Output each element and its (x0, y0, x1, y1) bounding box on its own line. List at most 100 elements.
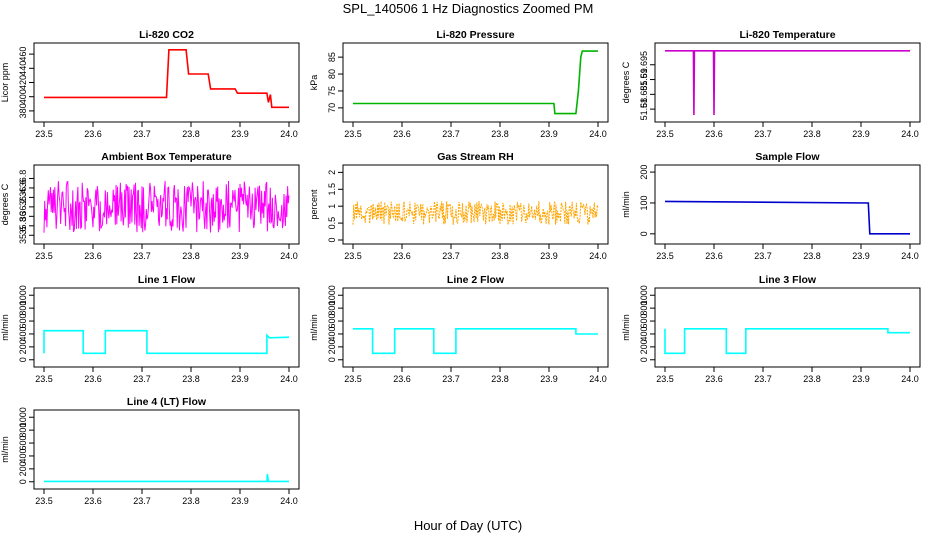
x-tick-label: 23.5 (656, 374, 674, 384)
y-tick-label: 51.68 (639, 98, 649, 121)
chart-title: Line 3 Flow (759, 274, 817, 286)
plot-frame (33, 164, 300, 245)
x-tick-label: 23.7 (133, 129, 151, 139)
chart-panel: Li-820 CO2 23.5 23.6 23.7 23.8 23.9 24.0 380400… (0, 29, 300, 139)
x-tick-label: 24.0 (280, 251, 298, 261)
chart-panel: Li-820 Temperature 23.5 23.6 23.7 23.8 23.9 24… (621, 29, 921, 139)
chart-title: Sample Flow (755, 151, 820, 163)
y-tick-label: 0 (327, 237, 337, 242)
y-tick-label: 380 (18, 103, 28, 118)
y-tick-label: 800 (639, 301, 649, 316)
x-tick-label: 23.5 (35, 374, 53, 384)
x-tick-label: 23.8 (182, 251, 200, 261)
data-series-line (353, 327, 598, 355)
chart-title: Li-820 Temperature (739, 29, 835, 41)
y-tick-label: 200 (18, 339, 28, 354)
y-tick-label: 51.685 (639, 81, 649, 109)
data-series-line (665, 49, 910, 116)
y-tick-label: 100 (639, 195, 649, 210)
plot-frame (33, 409, 300, 490)
x-tick-label: 23.5 (35, 129, 53, 139)
y-tick-label: 0 (639, 231, 649, 236)
x-tick-label: 23.9 (540, 251, 558, 261)
y-tick-label: 80 (327, 69, 337, 79)
x-tick-label: 24.0 (280, 374, 298, 384)
x-tick-label: 23.7 (754, 374, 772, 384)
x-tick-label: 23.8 (182, 496, 200, 506)
x-tick-label: 24.0 (589, 129, 607, 139)
x-tick-label: 23.9 (540, 129, 558, 139)
y-tick-label: 51.695 (639, 51, 649, 79)
y-tick-label: 36.6 (18, 179, 28, 197)
y-tick-label: 1000 (18, 285, 28, 305)
y-tick-label: 200 (327, 339, 337, 354)
plot-frame (654, 164, 921, 245)
plot-frame (33, 287, 300, 368)
data-series-line (352, 201, 599, 225)
chart-title: Line 1 Flow (138, 274, 196, 286)
y-tick-label: 800 (18, 423, 28, 438)
y-tick-label: 400 (639, 326, 649, 341)
chart-panel: Line 4 (LT) Flow 23.5 23.6 23.7 23.8 23.9 24.0… (0, 396, 300, 506)
y-tick-label: 400 (327, 326, 337, 341)
x-tick-label: 23.9 (852, 374, 870, 384)
chart-title: Li-820 Pressure (436, 29, 514, 41)
y-tick-label: 1000 (327, 285, 337, 305)
x-tick-label: 23.5 (344, 251, 362, 261)
data-series-line (353, 50, 598, 115)
x-tick-label: 23.7 (754, 251, 772, 261)
x-tick-label: 23.5 (656, 129, 674, 139)
x-tick-label: 24.0 (589, 374, 607, 384)
y-tick-label: 75 (327, 86, 337, 96)
y-axis-label: degrees C (0, 183, 10, 225)
y-tick-label: 51.69 (639, 68, 649, 91)
y-tick-label: 400 (18, 326, 28, 341)
y-tick-label: 85 (327, 52, 337, 62)
y-tick-label: 200 (639, 165, 649, 180)
chart-title: Ambient Box Temperature (101, 151, 232, 163)
x-tick-label: 23.7 (133, 496, 151, 506)
chart-panel: Line 1 Flow 23.5 23.6 23.7 23.8 23.9 24.0 0 2004… (0, 274, 300, 384)
y-tick-label: 0 (327, 357, 337, 362)
y-tick-label: 400 (18, 89, 28, 104)
figure-title: SPL_140506 1 Hz Diagnostics Zoomed PM (342, 1, 594, 16)
x-tick-label: 23.8 (182, 129, 200, 139)
x-tick-label: 23.9 (852, 251, 870, 261)
x-tick-label: 23.8 (803, 251, 821, 261)
y-tick-label: 800 (327, 301, 337, 316)
x-tick-label: 23.6 (84, 251, 102, 261)
x-tick-label: 24.0 (589, 251, 607, 261)
y-tick-label: 200 (18, 461, 28, 476)
x-tick-label: 23.5 (344, 129, 362, 139)
y-axis-label: ml/min (621, 314, 631, 341)
chart-title: Line 4 (LT) Flow (127, 396, 207, 408)
x-tick-label: 23.8 (182, 374, 200, 384)
x-tick-label: 23.9 (231, 496, 249, 506)
y-tick-label: 2 (327, 170, 337, 175)
data-series-line (664, 327, 910, 355)
y-tick-label: 600 (639, 314, 649, 329)
y-axis-label: kPa (309, 75, 319, 91)
x-tick-label: 23.6 (705, 251, 723, 261)
y-tick-label: 0 (639, 357, 649, 362)
x-tick-label: 23.5 (35, 496, 53, 506)
y-tick-label: 1000 (18, 407, 28, 427)
x-tick-label: 24.0 (280, 129, 298, 139)
x-tick-label: 23.8 (491, 374, 509, 384)
chart-panel: Sample Flow 23.5 23.6 23.7 23.8 23.9 24.0 0 100 2… (621, 151, 921, 261)
x-tick-label: 23.6 (84, 129, 102, 139)
chart-panel: Ambient Box Temperature 23.5 23.6 23.7 23.8 2… (0, 151, 300, 261)
y-axis-label: Licor ppm (0, 63, 10, 103)
chart-panel: Line 2 Flow 23.5 23.6 23.7 23.8 23.9 24.0 0 2004… (309, 274, 609, 384)
chart-title: Gas Stream RH (437, 151, 513, 163)
y-tick-label: 1 (327, 204, 337, 209)
y-tick-label: 36.2 (18, 198, 28, 216)
data-series-line (43, 180, 290, 233)
y-tick-label: 36.4 (18, 189, 28, 207)
y-axis-label: percent (309, 189, 319, 220)
x-tick-label: 23.6 (705, 129, 723, 139)
x-tick-label: 23.6 (705, 374, 723, 384)
x-tick-label: 23.8 (491, 129, 509, 139)
plot-frame (342, 42, 609, 123)
